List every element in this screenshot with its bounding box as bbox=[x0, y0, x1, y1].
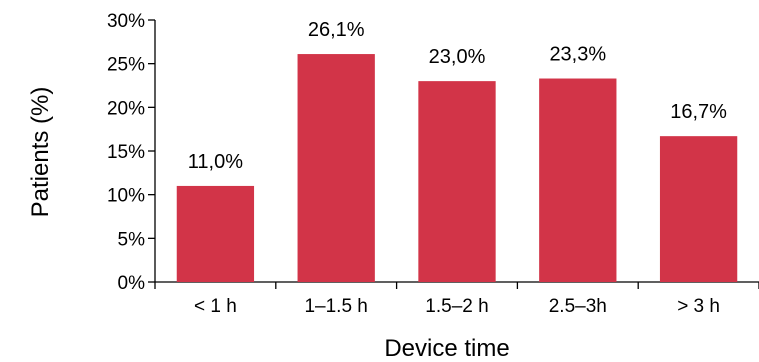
data-label: 11,0% bbox=[188, 151, 243, 173]
x-tick-label: 1–1.5 h bbox=[304, 296, 367, 317]
y-axis-title: Patients (%) bbox=[27, 87, 54, 218]
data-label: 23,0% bbox=[429, 46, 486, 68]
y-tick-label: 15% bbox=[107, 142, 145, 163]
y-tick-label: 30% bbox=[107, 11, 145, 32]
y-tick-label: 10% bbox=[107, 186, 145, 207]
x-tick-label: < 1 h bbox=[194, 296, 237, 317]
data-labels: 11,0% 26,1% 23,0% 23,3% 16,7% bbox=[188, 19, 727, 173]
data-label: 16,7% bbox=[670, 101, 727, 123]
data-label: 26,1% bbox=[308, 19, 365, 41]
bar bbox=[418, 81, 496, 282]
bar bbox=[176, 185, 255, 282]
x-tick-label: > 3 h bbox=[677, 296, 720, 317]
x-axis-title: Device time bbox=[384, 335, 509, 362]
bar bbox=[539, 78, 617, 282]
y-tick-label: 25% bbox=[107, 55, 145, 76]
y-tick-label: 0% bbox=[118, 273, 146, 294]
bars bbox=[176, 54, 738, 283]
data-label: 23,3% bbox=[549, 44, 606, 66]
x-tick-label: 1.5–2 h bbox=[425, 296, 488, 317]
y-tick-label: 20% bbox=[107, 98, 145, 119]
bar bbox=[297, 54, 375, 283]
x-tick-label: 2.5–3h bbox=[549, 296, 607, 317]
bar bbox=[659, 136, 738, 282]
y-axis: 0% 5% 10% 15% 20% 25% 30% bbox=[107, 11, 156, 294]
y-tick-label: 5% bbox=[118, 229, 146, 250]
x-axis: < 1 h 1–1.5 h 1.5–2 h 2.5–3h > 3 h bbox=[154, 281, 759, 317]
